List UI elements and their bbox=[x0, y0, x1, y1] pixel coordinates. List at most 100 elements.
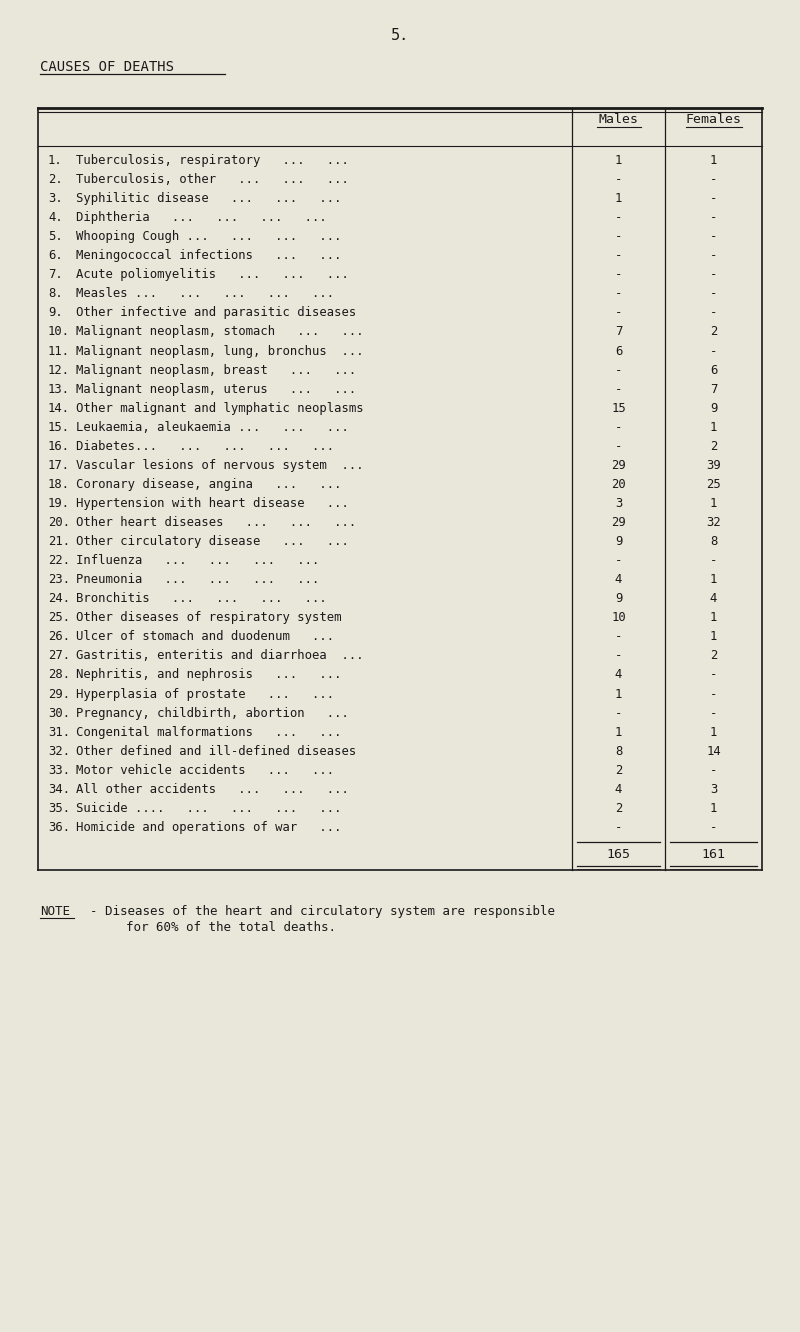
Text: Other heart diseases   ...   ...   ...: Other heart diseases ... ... ... bbox=[76, 515, 356, 529]
Text: 3: 3 bbox=[615, 497, 622, 510]
Text: -: - bbox=[615, 364, 622, 377]
Text: 7: 7 bbox=[615, 325, 622, 338]
Text: -: - bbox=[615, 421, 622, 434]
Text: -: - bbox=[710, 554, 717, 567]
Text: -: - bbox=[615, 212, 622, 224]
Text: -: - bbox=[710, 706, 717, 719]
Text: 28.: 28. bbox=[48, 669, 70, 682]
Text: 2.: 2. bbox=[48, 173, 62, 186]
Text: Motor vehicle accidents   ...   ...: Motor vehicle accidents ... ... bbox=[76, 763, 334, 777]
Text: -: - bbox=[710, 268, 717, 281]
Text: -: - bbox=[710, 345, 717, 357]
Text: 13.: 13. bbox=[48, 382, 70, 396]
Text: -: - bbox=[710, 687, 717, 701]
Text: Tuberculosis, other   ...   ...   ...: Tuberculosis, other ... ... ... bbox=[76, 173, 349, 186]
Text: Coronary disease, angina   ...   ...: Coronary disease, angina ... ... bbox=[76, 478, 342, 492]
Text: -: - bbox=[615, 706, 622, 719]
Text: 9: 9 bbox=[710, 402, 717, 414]
Text: 161: 161 bbox=[702, 847, 726, 860]
Text: 4.: 4. bbox=[48, 212, 62, 224]
Text: 1: 1 bbox=[710, 497, 717, 510]
Text: 5.: 5. bbox=[391, 28, 409, 43]
Text: -: - bbox=[615, 630, 622, 643]
Text: Vascular lesions of nervous system  ...: Vascular lesions of nervous system ... bbox=[76, 458, 364, 472]
Text: -: - bbox=[710, 249, 717, 262]
Text: 25.: 25. bbox=[48, 611, 70, 625]
Text: -: - bbox=[710, 821, 717, 834]
Text: -: - bbox=[615, 173, 622, 186]
Text: 20: 20 bbox=[611, 478, 626, 492]
Text: 32: 32 bbox=[706, 515, 721, 529]
Text: 5.: 5. bbox=[48, 230, 62, 244]
Text: 39: 39 bbox=[706, 458, 721, 472]
Text: 1.: 1. bbox=[48, 155, 62, 166]
Text: Congenital malformations   ...   ...: Congenital malformations ... ... bbox=[76, 726, 342, 739]
Text: 6: 6 bbox=[710, 364, 717, 377]
Text: 29: 29 bbox=[611, 458, 626, 472]
Text: 33.: 33. bbox=[48, 763, 70, 777]
Text: Other defined and ill-defined diseases: Other defined and ill-defined diseases bbox=[76, 745, 356, 758]
Text: Malignant neoplasm, lung, bronchus  ...: Malignant neoplasm, lung, bronchus ... bbox=[76, 345, 364, 357]
Text: 8.: 8. bbox=[48, 288, 62, 301]
Text: Hypertension with heart disease   ...: Hypertension with heart disease ... bbox=[76, 497, 349, 510]
Text: 4: 4 bbox=[615, 669, 622, 682]
Text: Pneumonia   ...   ...   ...   ...: Pneumonia ... ... ... ... bbox=[76, 573, 319, 586]
Text: 4: 4 bbox=[615, 783, 622, 795]
Text: 8: 8 bbox=[710, 535, 717, 547]
Text: 2: 2 bbox=[615, 802, 622, 815]
Text: -: - bbox=[615, 440, 622, 453]
Text: 16.: 16. bbox=[48, 440, 70, 453]
Text: Females: Females bbox=[686, 113, 742, 127]
Text: -: - bbox=[710, 192, 717, 205]
Text: Leukaemia, aleukaemia ...   ...   ...: Leukaemia, aleukaemia ... ... ... bbox=[76, 421, 349, 434]
Text: Bronchitis   ...   ...   ...   ...: Bronchitis ... ... ... ... bbox=[76, 593, 326, 605]
Text: 8: 8 bbox=[615, 745, 622, 758]
Text: -: - bbox=[615, 230, 622, 244]
Text: -: - bbox=[615, 306, 622, 320]
Text: 3: 3 bbox=[710, 783, 717, 795]
Text: 165: 165 bbox=[606, 847, 630, 860]
Text: 20.: 20. bbox=[48, 515, 70, 529]
Text: -: - bbox=[710, 669, 717, 682]
Text: 26.: 26. bbox=[48, 630, 70, 643]
Text: -: - bbox=[710, 288, 717, 301]
Text: 10: 10 bbox=[611, 611, 626, 625]
Text: 30.: 30. bbox=[48, 706, 70, 719]
Text: Other malignant and lymphatic neoplasms: Other malignant and lymphatic neoplasms bbox=[76, 402, 364, 414]
Text: Ulcer of stomach and duodenum   ...: Ulcer of stomach and duodenum ... bbox=[76, 630, 334, 643]
Text: 1: 1 bbox=[615, 192, 622, 205]
Text: 15: 15 bbox=[611, 402, 626, 414]
Text: 11.: 11. bbox=[48, 345, 70, 357]
Text: 4: 4 bbox=[615, 573, 622, 586]
Text: 34.: 34. bbox=[48, 783, 70, 795]
Text: Gastritis, enteritis and diarrhoea  ...: Gastritis, enteritis and diarrhoea ... bbox=[76, 650, 364, 662]
Text: Malignant neoplasm, stomach   ...   ...: Malignant neoplasm, stomach ... ... bbox=[76, 325, 364, 338]
Text: 1: 1 bbox=[615, 687, 622, 701]
Text: Meningococcal infections   ...   ...: Meningococcal infections ... ... bbox=[76, 249, 342, 262]
Text: -: - bbox=[615, 554, 622, 567]
Text: Suicide ....   ...   ...   ...   ...: Suicide .... ... ... ... ... bbox=[76, 802, 342, 815]
Text: 2: 2 bbox=[710, 440, 717, 453]
Text: -: - bbox=[710, 212, 717, 224]
Text: -: - bbox=[710, 306, 717, 320]
Text: -: - bbox=[710, 763, 717, 777]
Text: Other infective and parasitic diseases: Other infective and parasitic diseases bbox=[76, 306, 356, 320]
Text: 32.: 32. bbox=[48, 745, 70, 758]
Text: for 60% of the total deaths.: for 60% of the total deaths. bbox=[126, 920, 336, 934]
Text: Hyperplasia of prostate   ...   ...: Hyperplasia of prostate ... ... bbox=[76, 687, 334, 701]
Text: 1: 1 bbox=[710, 421, 717, 434]
Text: 2: 2 bbox=[710, 650, 717, 662]
Text: Malignant neoplasm, uterus   ...   ...: Malignant neoplasm, uterus ... ... bbox=[76, 382, 356, 396]
Text: Homicide and operations of war   ...: Homicide and operations of war ... bbox=[76, 821, 342, 834]
Text: 29.: 29. bbox=[48, 687, 70, 701]
Text: -: - bbox=[710, 230, 717, 244]
Text: -: - bbox=[710, 173, 717, 186]
Text: Influenza   ...   ...   ...   ...: Influenza ... ... ... ... bbox=[76, 554, 319, 567]
Text: 14.: 14. bbox=[48, 402, 70, 414]
Text: Syphilitic disease   ...   ...   ...: Syphilitic disease ... ... ... bbox=[76, 192, 342, 205]
Text: 9: 9 bbox=[615, 535, 622, 547]
Text: 2: 2 bbox=[710, 325, 717, 338]
Text: 25: 25 bbox=[706, 478, 721, 492]
Text: Tuberculosis, respiratory   ...   ...: Tuberculosis, respiratory ... ... bbox=[76, 155, 349, 166]
Text: NOTE: NOTE bbox=[40, 904, 70, 918]
